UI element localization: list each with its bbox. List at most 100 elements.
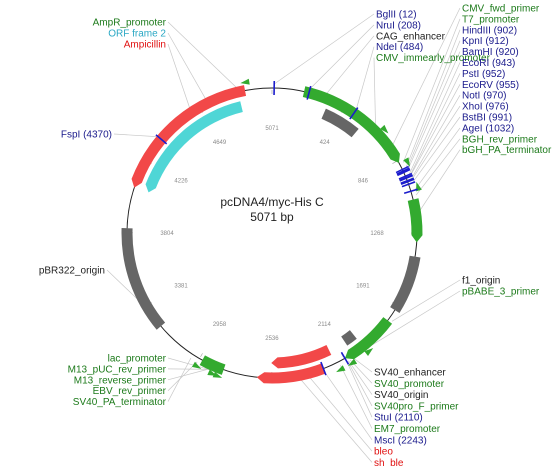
leader-kpni (406, 40, 461, 170)
leader-bglii (274, 13, 375, 85)
label-m13-puc-rev-primer: M13_pUC_rev_primer (68, 364, 167, 375)
lac-mark (212, 371, 223, 378)
label-sv40pro-f-primer: SV40pro_F_primer (374, 401, 459, 412)
label-hindiii: HindIII (902) (462, 25, 517, 36)
leader-cmv-immearly-promoter (373, 57, 376, 126)
feature-arcs (121, 85, 423, 384)
ampr-promoter-mark (240, 78, 250, 85)
leader-sv40-enhancer (353, 357, 373, 373)
leader-agei (414, 127, 461, 191)
ebv-mark (191, 361, 202, 369)
leader-nrui (309, 24, 375, 90)
label-cmv-immearly-promoter: CMV_immearly_promoter (376, 53, 491, 64)
tick-label-4226: 4226 (174, 178, 188, 184)
orf-frame-2-arc (145, 101, 243, 193)
tick-label-2536: 2536 (265, 336, 279, 342)
label-kpni: KpnI (912) (462, 36, 509, 47)
leader-bgh-pa-terminator (419, 149, 461, 212)
label-orf-frame-2: ORF frame 2 (108, 29, 166, 40)
hindiii-site (395, 165, 410, 174)
label-stui: StuI (2110) (374, 413, 423, 424)
cag-enhancer-box (321, 108, 359, 138)
ndei-site (349, 107, 359, 120)
label-t7-promoter: T7_promoter (462, 14, 520, 25)
label-ecorv: EcoRV (955) (462, 80, 519, 91)
label-sv40-enhancer: SV40_enhancer (374, 368, 446, 379)
label-ampr-promoter: AmpR_promoter (93, 18, 167, 29)
label-fspi: FspI (4370) (61, 130, 112, 141)
bstbi-site (401, 181, 416, 188)
tick-846 (392, 161, 397, 164)
nrui-site (306, 85, 312, 100)
em7-mark (336, 365, 346, 373)
leader-t7-promoter (402, 18, 461, 163)
tick-label-1691: 1691 (356, 284, 370, 290)
leader-stui (346, 361, 373, 418)
label-ebv-rev-primer: EBV_rev_primer (93, 386, 167, 397)
tick-label-1268: 1268 (370, 231, 384, 237)
leader-noti (410, 95, 461, 180)
leader-bstbi (412, 116, 461, 184)
plasmid-name: pcDNA4/myc-His C (220, 195, 324, 209)
label-em7-promoter: EM7_promoter (374, 424, 441, 435)
label-bamhi: BamHI (920) (462, 47, 519, 58)
leader-sv40pro-f-primer (347, 361, 373, 407)
label-msci: MscI (2243) (374, 435, 427, 446)
tick-label-4649: 4649 (213, 140, 227, 146)
leader-ecorv (409, 84, 461, 177)
leader-sv40-origin (348, 360, 373, 395)
tick-label-3381: 3381 (174, 283, 188, 289)
label-m13-reverse-primer: M13_reverse_primer (74, 375, 167, 386)
ecori-site (398, 172, 413, 180)
leader-cag-enhancer (325, 35, 375, 95)
noti-site (400, 177, 415, 184)
label-bglii: BglII (12) (376, 10, 417, 21)
primer-marks (191, 78, 422, 378)
label-pbr322-origin: pBR322_origin (39, 266, 105, 277)
label-xhoi: XhoI (976) (462, 102, 509, 113)
leader-pbabe-3-primer (365, 290, 461, 350)
tick-label-2958: 2958 (213, 322, 227, 328)
agei-site (403, 188, 418, 195)
pbr322-origin-box (121, 228, 166, 330)
leader-bamhi (407, 51, 461, 171)
label-noti: NotI (970) (462, 91, 506, 102)
label-bleo: bleo (374, 447, 393, 458)
stui-site (340, 351, 350, 365)
label-lac-promoter: lac_promoter (108, 354, 167, 365)
leader-pbr322-origin (106, 269, 140, 302)
leader-psti (409, 73, 461, 177)
label-agei: AgeI (1032) (462, 123, 514, 134)
sv40-pa-box (199, 355, 226, 375)
leader-ampicillin (167, 43, 191, 109)
leader-hindiii (405, 29, 461, 168)
label-ecori: EcoRI (943) (462, 58, 515, 69)
restriction-sites (155, 81, 418, 376)
fspi-site (155, 134, 168, 145)
bgh-pa-arc (407, 198, 423, 243)
leader-sv40-pa-terminator (167, 357, 192, 402)
leader-sh-ble (300, 379, 373, 463)
bamhi-site (397, 168, 411, 177)
leader-ampr-promoter (167, 21, 238, 89)
label-bgh-rev-primer: BGH_rev_primer (462, 134, 538, 145)
ecorv-site (399, 174, 414, 182)
sv40-promoter-arc (344, 317, 393, 360)
tick-label-0: 5071 (265, 126, 279, 132)
leader-xhoi (411, 105, 461, 181)
cmv-primer-mark (380, 124, 389, 134)
label-sh-ble: sh_ble (374, 458, 404, 467)
label-bgh-pa-terminator: bGH_PA_terminator (462, 145, 552, 156)
t7-primer-mark (403, 157, 411, 167)
leader-m13-reverse-primer (167, 368, 211, 381)
label-cag-enhancer: CAG_enhancer (376, 31, 446, 42)
leader-msci (324, 372, 373, 441)
xhoi-site (400, 178, 415, 185)
kpni-site (396, 167, 410, 175)
leader-fspi (113, 133, 159, 138)
sh-ble-arc (271, 344, 332, 369)
pbabe-mark (364, 347, 374, 356)
sv40pro-mark (347, 358, 358, 367)
bgh-rev-mark (416, 181, 422, 192)
bleo-arc (256, 363, 326, 384)
